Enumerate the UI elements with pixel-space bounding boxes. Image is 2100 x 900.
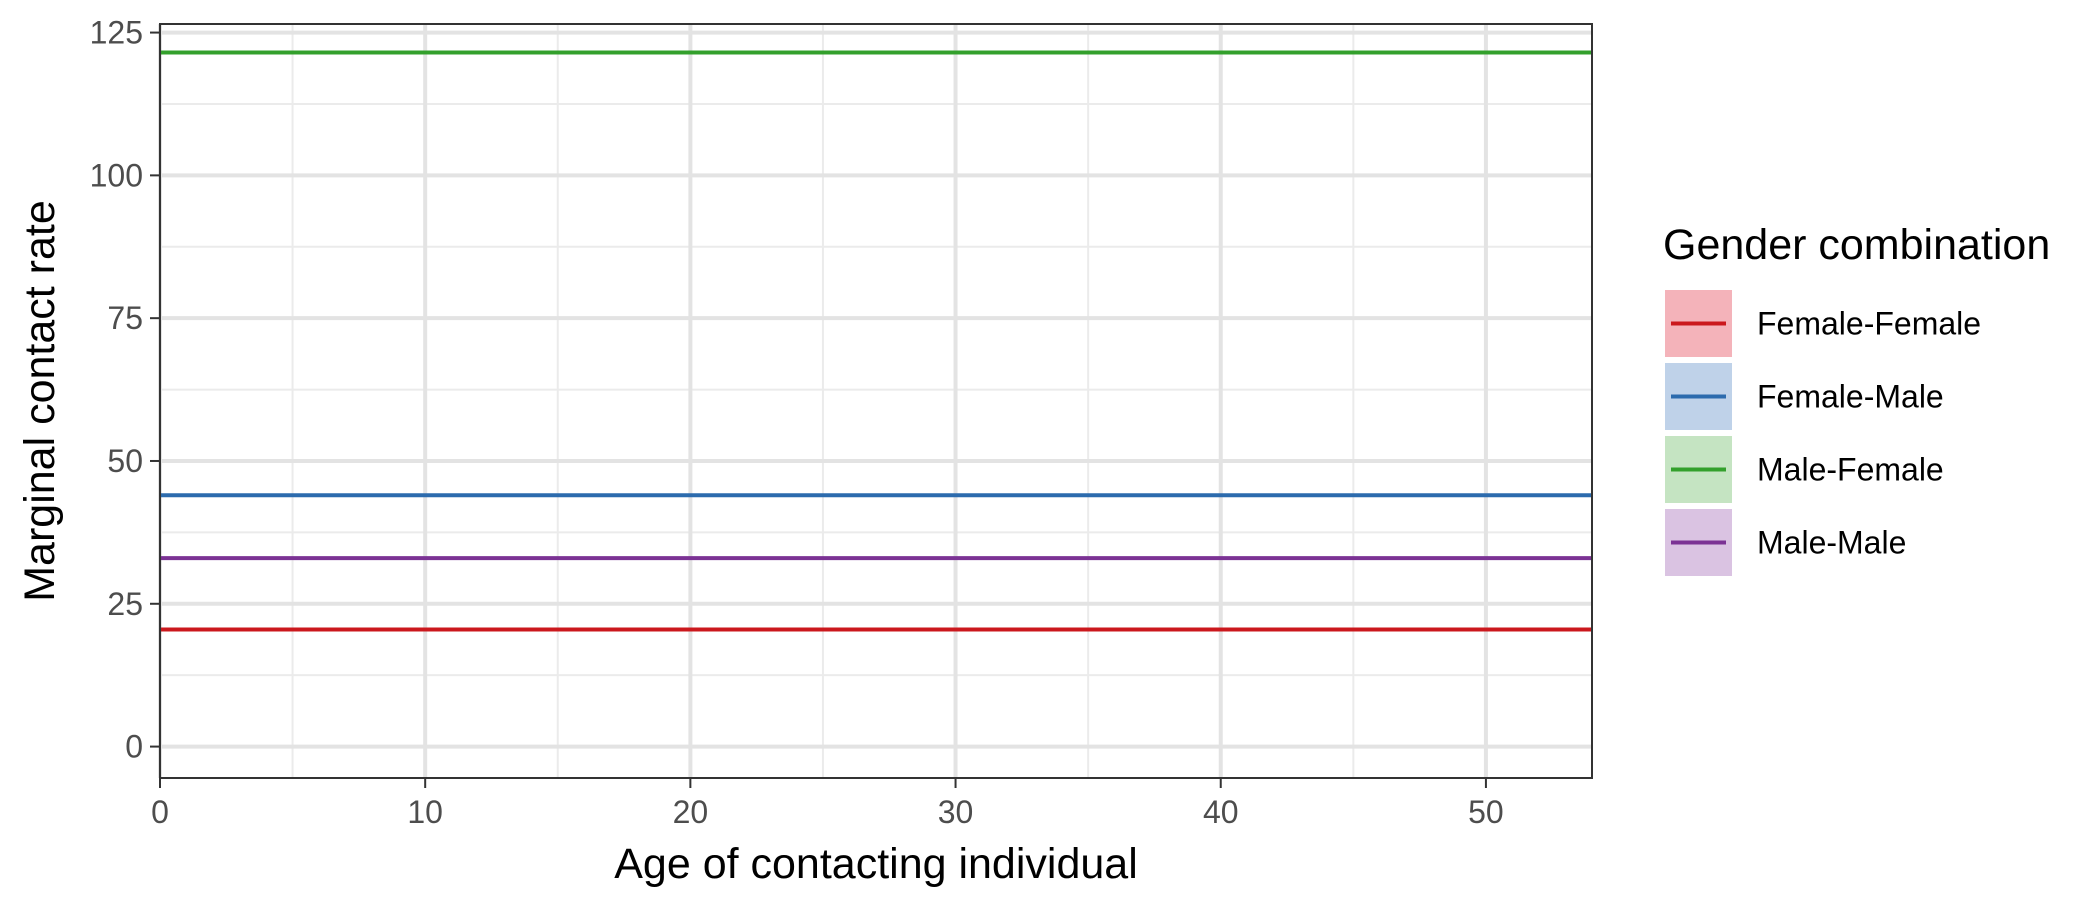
plot-background — [160, 24, 1592, 778]
legend: Gender combination Female-Female Female-M… — [1663, 221, 2050, 576]
x-tick-label: 0 — [151, 794, 169, 830]
y-tick-label: 50 — [107, 443, 143, 479]
plot-border — [159, 23, 1593, 779]
x-tick-label: 30 — [938, 794, 974, 830]
series-lines — [160, 50, 1592, 632]
y-axis: 0 25 50 75 100 125 — [90, 15, 160, 765]
legend-item-female-male: Female-Male — [1665, 363, 1944, 430]
x-tick-label: 50 — [1468, 794, 1504, 830]
x-tick-label: 20 — [673, 794, 709, 830]
y-tick-label: 125 — [90, 15, 143, 51]
y-axis-title: Marginal contact rate — [16, 200, 64, 602]
legend-item-male-male: Male-Male — [1665, 509, 1906, 576]
legend-label: Male-Female — [1757, 452, 1944, 488]
legend-label: Male-Male — [1757, 525, 1906, 561]
x-axis-title: Age of contacting individual — [614, 840, 1138, 888]
legend-item-male-female: Male-Female — [1665, 436, 1944, 503]
x-axis: 0 10 20 30 40 50 — [151, 778, 1504, 830]
legend-label: Female-Male — [1757, 379, 1944, 415]
y-tick-label: 75 — [107, 300, 143, 336]
legend-item-female-female: Female-Female — [1665, 290, 1981, 357]
legend-title: Gender combination — [1663, 221, 2050, 269]
y-tick-label: 0 — [125, 729, 143, 765]
legend-label: Female-Female — [1757, 306, 1981, 342]
x-tick-label: 40 — [1203, 794, 1239, 830]
y-tick-label: 100 — [90, 157, 143, 193]
x-tick-label: 10 — [407, 794, 443, 830]
y-tick-label: 25 — [107, 586, 143, 622]
grid-minor — [160, 24, 1592, 778]
